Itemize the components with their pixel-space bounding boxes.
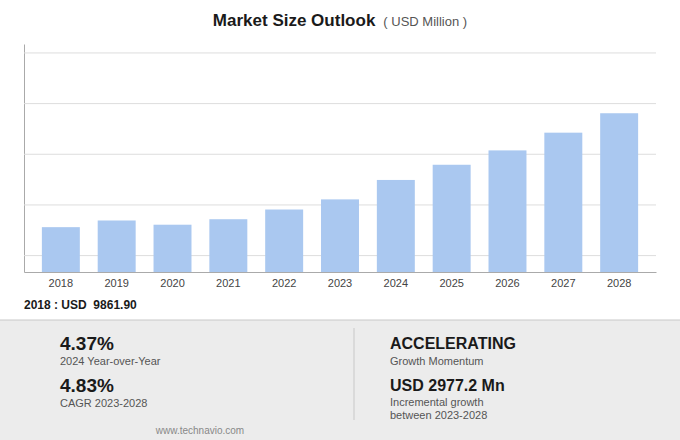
- subtitle: ( USD Million ): [383, 14, 467, 29]
- x-tick: 2018: [49, 272, 73, 289]
- y-tick: [24, 52, 656, 53]
- x-tick-label: 2018: [49, 277, 73, 289]
- bar: [98, 220, 136, 272]
- chart-root: Market Size Outlook( USD Million )201820…: [0, 0, 680, 440]
- grid-line: [24, 52, 656, 53]
- stat-label: between 2023-2028: [390, 409, 487, 421]
- bar: [544, 133, 582, 272]
- x-tick: 2020: [160, 272, 184, 289]
- footer: www.technavio.com: [155, 425, 244, 436]
- x-tick-label: 2027: [551, 277, 575, 289]
- x-axis-line: [25, 272, 657, 273]
- stat-value: 4.37%: [60, 333, 114, 354]
- bar: [265, 210, 303, 272]
- x-tick-label: 2023: [328, 277, 352, 289]
- bar: [154, 225, 192, 272]
- x-tick-label: 2024: [384, 277, 408, 289]
- bar: [209, 219, 247, 272]
- y-axis-line: [24, 45, 25, 273]
- panel-background: [0, 320, 680, 440]
- stat-label: Growth Momentum: [390, 355, 484, 367]
- annotation: 2018 : USD 9861.90: [24, 298, 137, 312]
- x-axis: 2018 2019 2020 2021 2022 2023 2024 2025 2026 2027…: [25, 272, 657, 289]
- x-tick: 2024: [384, 272, 408, 289]
- stat-label: Incremental growth: [390, 396, 484, 408]
- bar: [321, 199, 359, 272]
- grid-line: [24, 103, 656, 104]
- x-tick-label: 2021: [216, 277, 240, 289]
- x-tick-label: 2020: [160, 277, 184, 289]
- x-tick-label: 2019: [104, 277, 128, 289]
- x-tick-label: 2026: [495, 277, 519, 289]
- panel-divider: [354, 328, 355, 420]
- x-tick-label: 2025: [439, 277, 463, 289]
- x-tick-label: 2028: [607, 277, 631, 289]
- bar: [489, 150, 527, 272]
- x-tick: 2021: [216, 272, 240, 289]
- x-tick: 2019: [104, 272, 128, 289]
- stat-value: USD 2977.2 Mn: [390, 377, 505, 394]
- y-tick: [24, 103, 656, 104]
- x-tick: 2022: [272, 272, 296, 289]
- stat-value: 4.83%: [60, 375, 114, 396]
- x-tick: 2027: [551, 272, 575, 289]
- bar: [42, 227, 80, 272]
- x-tick-label: 2022: [272, 277, 296, 289]
- bar: [600, 113, 638, 272]
- x-tick: 2028: [607, 272, 631, 289]
- bar: [433, 165, 471, 272]
- bars: [42, 113, 638, 272]
- stat-label: 2024 Year-over-Year: [60, 355, 161, 367]
- stat-label: CAGR 2023-2028: [60, 397, 147, 409]
- x-tick: 2023: [328, 272, 352, 289]
- x-tick: 2026: [495, 272, 519, 289]
- bar: [377, 180, 415, 272]
- x-tick: 2025: [439, 272, 463, 289]
- title: Market Size Outlook: [213, 11, 376, 30]
- panel-divider: [0, 320, 680, 321]
- stat-value: ACCELERATING: [390, 335, 516, 352]
